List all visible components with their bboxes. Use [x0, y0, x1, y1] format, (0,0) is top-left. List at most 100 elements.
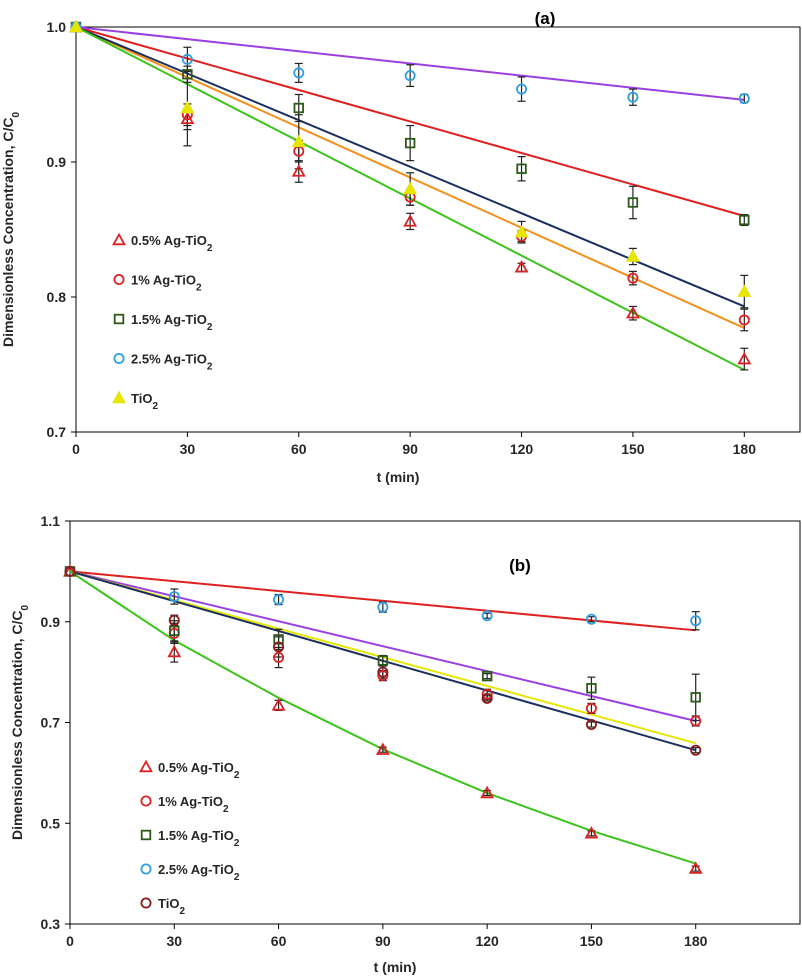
legend-marker-2 [140, 795, 152, 807]
data-point-series-5 [514, 224, 529, 238]
data-point-series-5 [168, 614, 180, 626]
x-tick-label: 0 [66, 933, 74, 949]
legend-label-1: 0.5% Ag-TiO2 [131, 233, 213, 254]
legend-label-subscript: 2 [152, 401, 158, 412]
data-point-series-1 [737, 351, 752, 365]
x-tick-label: 120 [475, 933, 499, 949]
x-tick-label: 150 [580, 933, 604, 949]
data-point-series-4 [738, 93, 750, 105]
data-point-series-3 [627, 197, 639, 208]
data-point-series-1 [625, 305, 640, 319]
legend-label-subscript: 2 [207, 361, 213, 372]
legend-label-subscript: 2 [207, 243, 213, 254]
x-tick-label: 120 [510, 441, 534, 457]
y-axis-title-subscript: 0 [11, 112, 22, 118]
data-point-series-5 [64, 565, 76, 577]
legend-marker-3 [113, 313, 125, 325]
plot-frame [75, 26, 801, 433]
data-point-series-2 [738, 314, 750, 326]
legend-label-subscript: 2 [234, 838, 240, 849]
data-point-series-3 [739, 214, 750, 226]
legend-label-5: TiO2 [131, 391, 158, 412]
legend-marker-2 [113, 273, 125, 285]
data-point-series-5 [585, 719, 597, 731]
data-point-series-1 [271, 698, 286, 711]
x-tick-label: 60 [271, 933, 287, 949]
legend-marker-5 [112, 390, 126, 404]
data-point-series-5 [737, 284, 752, 297]
y-tick-label: 0.7 [47, 424, 67, 440]
x-tick-label: 30 [180, 441, 196, 457]
data-point-series-3 [516, 163, 527, 174]
x-tick-label: 150 [621, 441, 645, 457]
panel-label: (a) [535, 9, 556, 28]
legend-marker-1 [112, 232, 126, 246]
y-axis-title: Dimensionless Concentration, C/C0 [9, 605, 31, 840]
y-tick-label: 0.9 [47, 154, 67, 170]
data-point-series-4 [585, 613, 597, 625]
x-tick-label: 90 [375, 933, 391, 949]
y-tick-label: 0.8 [47, 289, 67, 305]
chart-panel-b: 0 30 60 90 120 150 180 0.3 0.5 0.7 0.9 1.1 t (min) Di… [9, 513, 801, 975]
y-tick-label: 0.9 [41, 614, 61, 630]
data-point-series-1 [403, 214, 418, 227]
data-point-series-4 [181, 53, 193, 65]
data-point-series-1 [584, 826, 599, 839]
data-point-series-3 [182, 69, 193, 80]
data-point-series-5 [273, 641, 285, 653]
data-point-series-2 [481, 688, 493, 700]
x-tick-label: 0 [72, 441, 80, 457]
data-point-series-2 [627, 272, 639, 284]
y-tick-label: 1.0 [47, 19, 67, 35]
legend-marker-4 [140, 863, 152, 875]
data-point-series-4 [627, 91, 639, 103]
data-point-series-4 [481, 610, 493, 622]
y-tick-label: 1.1 [41, 513, 61, 529]
data-point-series-1 [688, 861, 703, 874]
data-point-series-5 [180, 100, 195, 114]
data-point-series-5 [690, 744, 702, 756]
legend-label-4: 2.5% Ag-TiO2 [158, 862, 240, 883]
legend: 0.5% Ag-TiO2 1% Ag-TiO2 1.5% Ag-TiO2 2.5% A… [139, 759, 240, 917]
data-point-series-1 [514, 260, 529, 273]
data-point-series-4 [168, 591, 180, 603]
y-axis-title-subscript: 0 [20, 605, 31, 611]
data-point-series-3 [690, 692, 701, 703]
data-point-series-3 [377, 655, 389, 666]
legend-label-3: 1.5% Ag-TiO2 [131, 312, 213, 333]
legend-marker-5 [140, 897, 152, 909]
legend-label-subscript: 2 [234, 770, 240, 781]
data-point-series-1 [167, 644, 182, 658]
data-point-series-4 [690, 615, 702, 627]
data-point-series-2 [377, 670, 389, 682]
legend: 0.5% Ag-TiO2 1% Ag-TiO2 1.5% Ag-TiO2 2.5% A… [112, 232, 213, 412]
data-point-series-5 [69, 19, 83, 33]
data-point-series-5 [291, 134, 306, 147]
y-tick-label: 0.5 [41, 815, 61, 831]
data-point-series-2 [273, 652, 285, 664]
y-tick-label: 0.7 [41, 715, 61, 731]
legend-label-subscript: 2 [196, 282, 202, 293]
data-point-series-3 [293, 102, 304, 114]
x-tick-label: 30 [166, 933, 182, 949]
fit-line-1 [69, 570, 696, 632]
data-point-series-4 [516, 83, 528, 95]
data-point-series-5 [625, 249, 640, 262]
data-point-series-5 [481, 692, 493, 704]
data-point-series-4 [273, 594, 285, 606]
y-tick-label: 0.3 [41, 916, 61, 932]
x-tick-label: 180 [733, 441, 757, 457]
data-point-series-3 [586, 683, 597, 694]
fit-line-2 [69, 570, 696, 722]
legend-marker-4 [113, 352, 125, 364]
data-point-series-1 [375, 742, 390, 755]
data-point-series-4 [404, 70, 416, 82]
legend-label-subscript: 2 [234, 872, 240, 883]
x-tick-label: 60 [291, 441, 307, 457]
data-point-series-5 [403, 181, 418, 195]
data-point-series-4 [293, 67, 305, 79]
x-axis-title: t (min) [374, 959, 417, 975]
legend-label-subscript: 2 [207, 322, 213, 333]
